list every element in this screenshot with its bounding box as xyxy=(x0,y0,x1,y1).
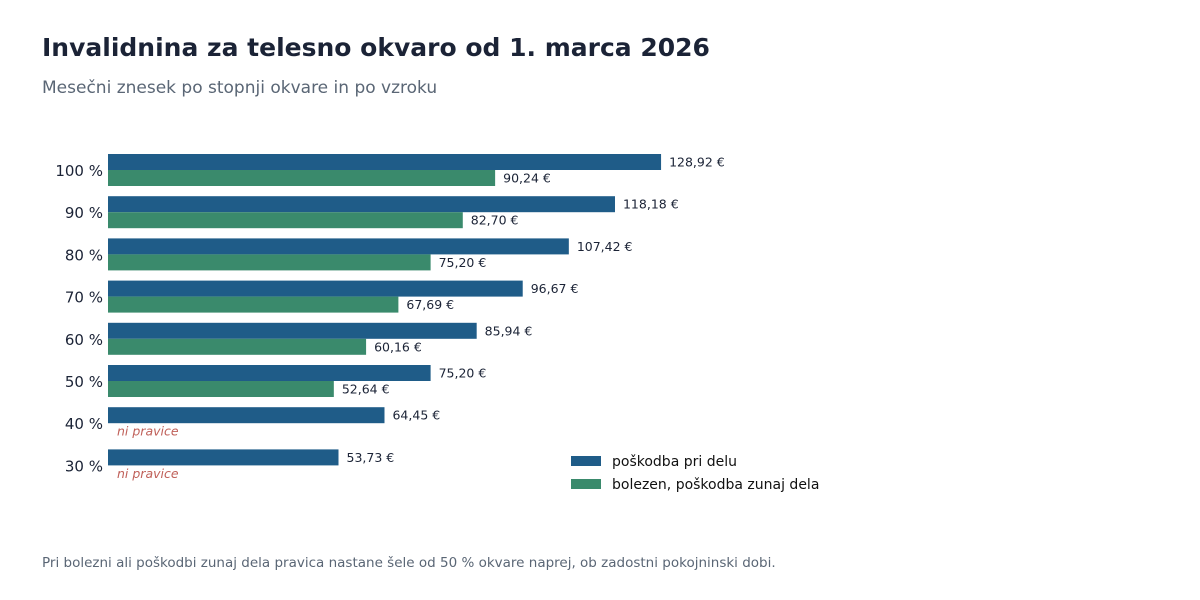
bar-illness-injury xyxy=(108,212,463,229)
data-label: 82,70 € xyxy=(471,213,519,228)
bar-work-injury xyxy=(108,449,339,466)
bar-work-injury xyxy=(108,154,662,170)
no-entitlement-label: ni pravice xyxy=(117,466,179,481)
data-label: 75,20 € xyxy=(439,366,487,381)
data-label: 118,18 € xyxy=(623,197,679,212)
data-label: 67,69 € xyxy=(406,297,454,312)
bar-work-injury xyxy=(108,407,385,424)
category-label: 70 % xyxy=(65,289,103,307)
category-label: 50 % xyxy=(65,373,103,391)
data-label: 75,20 € xyxy=(439,255,487,270)
category-label: 60 % xyxy=(65,331,103,349)
legend-label: bolezen, poškodba zunaj dela xyxy=(612,477,819,493)
data-label: 64,45 € xyxy=(392,408,440,423)
bar-work-injury xyxy=(108,365,431,381)
legend-swatch xyxy=(571,456,601,466)
bar-illness-injury xyxy=(108,254,431,271)
chart-title: Invalidnina za telesno okvaro od 1. marc… xyxy=(42,33,710,62)
data-label: 60,16 € xyxy=(374,339,422,354)
data-label: 96,67 € xyxy=(531,281,579,296)
no-entitlement-label: ni pravice xyxy=(117,424,179,439)
data-label: 52,64 € xyxy=(342,382,390,397)
category-label: 90 % xyxy=(65,204,103,222)
bar-illness-injury xyxy=(108,296,399,313)
plot-area: 100 % 128,92 € 90,24 € 90 % 118,18 € 82,70 € 8… xyxy=(55,154,725,481)
category-label: 30 % xyxy=(65,457,103,475)
legend-label: poškodba pri delu xyxy=(612,454,737,470)
data-label: 53,73 € xyxy=(347,450,395,465)
data-label: 107,42 € xyxy=(577,239,633,254)
data-label: 85,94 € xyxy=(485,323,533,338)
data-label: 128,92 € xyxy=(669,155,725,170)
bar-illness-injury xyxy=(108,170,496,186)
bar-illness-injury xyxy=(108,338,367,355)
legend-swatch xyxy=(571,479,601,489)
bar-illness-injury xyxy=(108,381,334,397)
bar-work-injury xyxy=(108,196,615,213)
category-label: 40 % xyxy=(65,415,103,433)
bar-work-injury xyxy=(108,322,477,339)
bar-work-injury xyxy=(108,238,569,255)
data-label: 90,24 € xyxy=(503,171,551,186)
bar-work-injury xyxy=(108,280,523,297)
category-label: 100 % xyxy=(55,162,103,180)
chart-subtitle: Mesečni znesek po stopnji okvare in po v… xyxy=(42,78,438,98)
category-label: 80 % xyxy=(65,246,103,264)
footnote: Pri bolezni ali poškodbi zunaj dela prav… xyxy=(42,555,776,571)
legend: poškodba pri delu bolezen, poškodba zunaj… xyxy=(571,454,819,493)
